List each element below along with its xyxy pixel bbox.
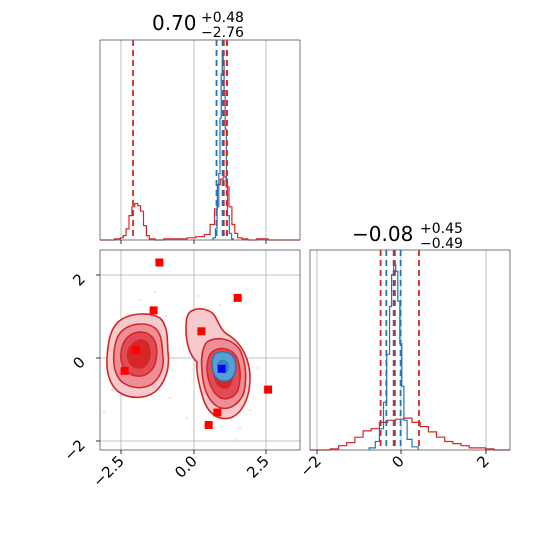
scatter-dot xyxy=(169,397,171,399)
hist-x-title-median: 0.70 xyxy=(152,11,197,35)
hist-x-panel: 0.70 +0.48 −2.76 xyxy=(99,10,301,241)
hist-y-title-minus: −0.49 xyxy=(420,236,463,252)
hist-x-frame xyxy=(99,39,301,241)
hist-x-marks xyxy=(100,40,300,241)
scatter-dot xyxy=(154,291,156,293)
scatter-dot xyxy=(219,304,221,306)
scatter-dot xyxy=(197,295,199,297)
joint-panel xyxy=(99,249,301,451)
hist-x-title-plus: +0.48 xyxy=(201,10,244,26)
x2-tick-label: 0 xyxy=(388,452,407,471)
scatter-marker xyxy=(155,258,164,267)
y-tick-label: 0 xyxy=(69,353,88,372)
joint-marks xyxy=(120,258,273,429)
scatter-cloud xyxy=(103,291,267,441)
scatter-dot xyxy=(257,367,259,369)
y-tick-label: 2 xyxy=(69,270,88,289)
scatter-marker xyxy=(197,327,206,336)
y-tick-label: −2 xyxy=(60,436,88,464)
scatter-dot xyxy=(239,427,241,429)
x-tick-label: 2.5 xyxy=(243,452,273,482)
tick-marks xyxy=(96,240,487,454)
scatter-dot xyxy=(139,299,141,301)
hist-y-marks xyxy=(310,250,510,451)
scatter-marker xyxy=(233,293,242,302)
hist-y-title-median: −0.08 xyxy=(352,222,413,246)
scatter-marker xyxy=(213,408,222,417)
scatter-dot xyxy=(265,435,267,437)
contour-left-mode xyxy=(106,313,170,399)
scatter-dot xyxy=(186,417,188,419)
truth-marker xyxy=(217,364,226,373)
scatter-marker xyxy=(264,385,273,394)
x-tick-label: 0.0 xyxy=(171,452,201,482)
x2-tick-label: −2 xyxy=(296,452,324,480)
hist-x-grid xyxy=(120,40,267,240)
x-tick-label: −2.5 xyxy=(89,452,127,490)
histogram-step xyxy=(100,176,300,241)
hist-y-frame xyxy=(309,249,511,451)
joint-frame xyxy=(99,249,301,451)
hist-y-title-plus: +0.45 xyxy=(420,221,463,237)
scatter-dot xyxy=(234,439,236,441)
scatter-marker xyxy=(204,421,213,429)
scatter-dot xyxy=(249,409,251,411)
scatter-dot xyxy=(111,389,113,391)
scatter-marker xyxy=(149,306,158,315)
scatter-dot xyxy=(103,411,105,413)
hist-y-panel: −0.08 +0.45 −0.49 xyxy=(309,221,511,451)
scatter-dot xyxy=(175,343,177,345)
hist-x-title-minus: −2.76 xyxy=(201,25,244,41)
scatter-marker xyxy=(132,346,141,354)
x2-tick-label: 2 xyxy=(473,452,492,471)
contour-right-mode xyxy=(185,308,251,420)
scatter-marker xyxy=(120,366,129,375)
histogram-step xyxy=(310,417,510,451)
scatter-dot xyxy=(165,315,167,317)
